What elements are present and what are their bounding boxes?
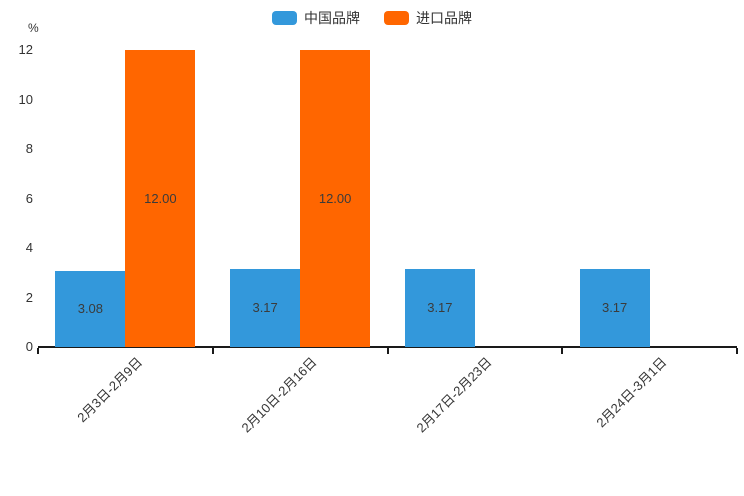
bar-series-0-group-0 [55, 270, 126, 347]
bar-value-label: 12.00 [144, 190, 177, 206]
legend-label: 进口品牌 [416, 10, 472, 26]
bar-series-0-group-1 [230, 268, 301, 347]
legend-swatch-icon [384, 11, 409, 25]
x-axis-tick [386, 348, 389, 354]
legend-label: 中国品牌 [304, 10, 360, 26]
bar-value-label: 3.17 [427, 299, 453, 315]
bar-value-label: 12.00 [318, 190, 352, 206]
y-tick-label: 4 [25, 240, 33, 255]
legend-item-series-1[interactable]: 进口品牌 [384, 11, 472, 25]
y-tick-label: 10 [18, 91, 33, 107]
y-tick-label: 12 [18, 42, 33, 57]
x-tick-label: 2月10日-2月16日 [238, 354, 321, 436]
x-axis-tick [37, 348, 39, 354]
legend: 中国品牌 进口品牌 [0, 11, 744, 25]
x-axis-tick [211, 348, 214, 354]
x-axis-tick [736, 348, 738, 354]
x-tick-label: 2月24日-3月1日 [593, 354, 670, 431]
bar-series-0-group-3 [579, 268, 650, 347]
x-axis-line [38, 346, 737, 348]
legend-swatch-icon [272, 11, 297, 25]
bar-series-0-group-2 [404, 268, 475, 347]
x-tick-label: 2月17日-2月23日 [413, 354, 495, 436]
bar-value-label: 3.17 [601, 299, 628, 315]
bar-value-label: 3.08 [77, 300, 104, 316]
x-tick-label: 2月3日-2月9日 [74, 354, 146, 426]
y-axis-unit-label: % [28, 21, 39, 35]
y-tick-label: 0 [25, 339, 33, 354]
bar-series-1-group-0 [125, 50, 196, 347]
bar-series-1-group-1 [300, 50, 371, 347]
y-tick-label: 2 [25, 289, 33, 305]
legend-item-series-0[interactable]: 中国品牌 [272, 11, 360, 25]
bar-value-label: 3.17 [252, 299, 278, 315]
x-axis-tick [561, 348, 564, 354]
y-tick-label: 6 [25, 190, 33, 206]
y-tick-label: 8 [25, 141, 33, 156]
